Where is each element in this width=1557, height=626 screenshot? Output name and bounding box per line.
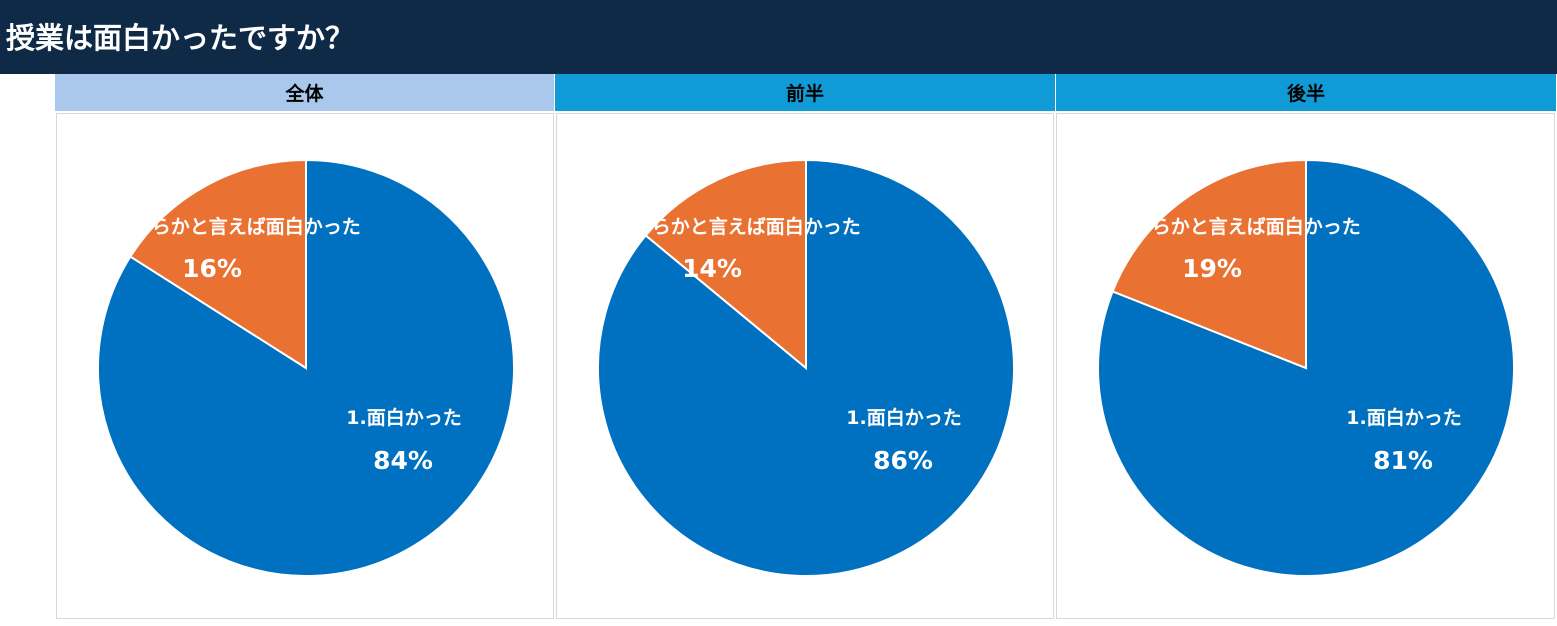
pie-slice-2	[1111, 158, 1307, 370]
pie-slice-2	[128, 158, 307, 370]
pie-chart-overall: 1.面白かった 84% 2.どちらかと言えば面白かった 16%	[93, 158, 515, 577]
slice-label-2: 2.どちらかと言えば面白かった	[1093, 215, 1360, 238]
panel-header-overall: 全体	[55, 74, 554, 111]
slice-value-2: 19%	[1182, 254, 1242, 283]
slice-label-2: 2.どちらかと言えば面白かった	[93, 215, 360, 238]
panel-header-second-half: 後半	[1056, 74, 1556, 111]
pie-panel-first-half: 1.面白かった 86% 2.どちらかと言えば面白かった 14%	[556, 113, 1054, 619]
slice-value-2: 14%	[682, 254, 742, 283]
slice-label-1: 1.面白かった	[1346, 406, 1461, 429]
pie-chart-second-half: 1.面白かった 81% 2.どちらかと言えば面白かった 19%	[1093, 158, 1515, 577]
panel-header-first-half: 前半	[555, 74, 1055, 111]
slice-value-1: 86%	[873, 446, 933, 475]
slice-label-2: 2.どちらかと言えば面白かった	[593, 215, 860, 238]
slice-value-1: 84%	[373, 446, 433, 475]
slice-label-1: 1.面白かった	[346, 406, 461, 429]
pie-slice-2	[644, 158, 807, 371]
pie-panel-second-half: 1.面白かった 81% 2.どちらかと言えば面白かった 19%	[1056, 113, 1555, 619]
title-bar: 授業は面白かったですか？	[0, 0, 1557, 74]
slice-value-1: 81%	[1373, 446, 1433, 475]
page-title: 授業は面白かったですか？	[6, 21, 355, 55]
pie-chart-first-half: 1.面白かった 86% 2.どちらかと言えば面白かった 14%	[593, 158, 1015, 577]
slice-label-1: 1.面白かった	[846, 406, 961, 429]
pie-panel-overall: 1.面白かった 84% 2.どちらかと言えば面白かった 16%	[56, 113, 554, 619]
pie-slice-1	[597, 158, 1015, 577]
slice-value-2: 16%	[182, 254, 242, 283]
